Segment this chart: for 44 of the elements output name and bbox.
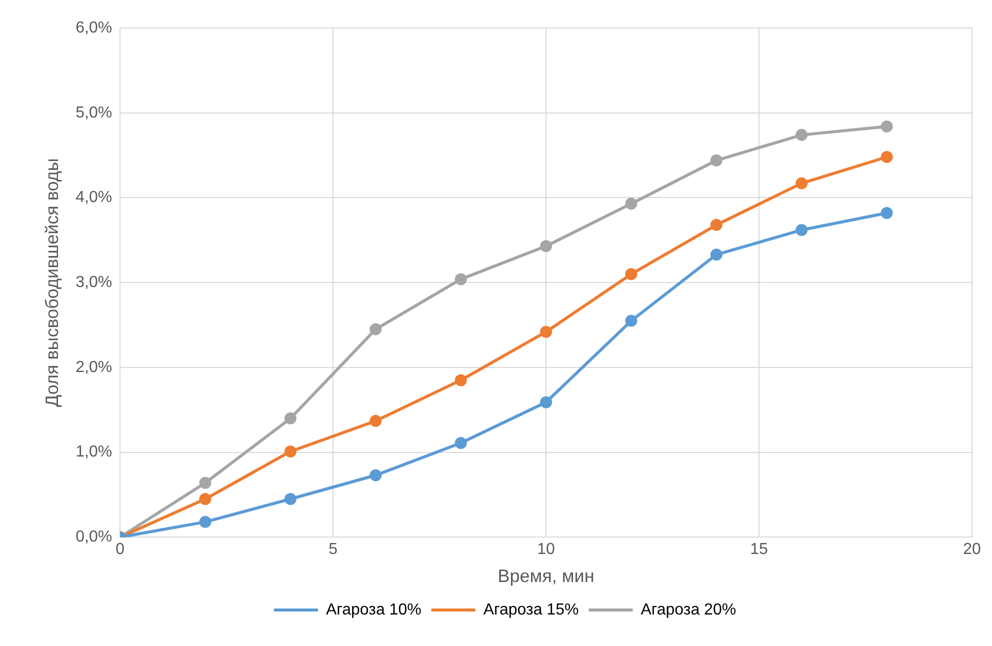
x-tick-label: 10 [537, 541, 556, 558]
y-tick-label: 1,0% [76, 444, 112, 461]
point [370, 323, 382, 336]
point [199, 516, 212, 528]
point [284, 445, 296, 458]
y-tick-label: 5,0% [76, 104, 112, 122]
point [540, 240, 552, 252]
point [199, 493, 212, 506]
y-tick-label: 4,0% [76, 189, 112, 206]
point [454, 273, 467, 286]
point [796, 177, 808, 190]
x-tick-label: 5 [328, 541, 338, 558]
point [284, 412, 296, 424]
point [454, 374, 467, 386]
point [540, 326, 552, 338]
y-tick-label: 6,0% [76, 19, 112, 36]
legend-label: Агароза 15% [483, 601, 579, 618]
x-tick-label: 20 [963, 541, 981, 558]
y-axis-title: Доля высвободившейся воды [42, 158, 62, 408]
x-axis-title: Время, мин [498, 566, 594, 586]
point [625, 268, 638, 280]
point [199, 476, 212, 489]
point [625, 314, 638, 327]
point [710, 248, 722, 261]
point [796, 224, 808, 236]
point [796, 128, 808, 141]
point [540, 396, 552, 408]
point [710, 154, 722, 166]
y-tick-label: 2,0% [76, 358, 112, 376]
legend-label: Агароза 10% [326, 601, 422, 618]
point [454, 437, 467, 449]
legend-label: Агароза 20% [640, 601, 736, 618]
x-tick-label: 15 [750, 541, 768, 558]
point [880, 207, 893, 220]
point [880, 120, 893, 132]
point [625, 198, 638, 210]
point [370, 469, 382, 482]
y-tick-label: 0,0% [76, 528, 112, 546]
point [710, 218, 722, 231]
point [880, 151, 893, 163]
y-tick-label: 3,0% [76, 274, 112, 292]
point [284, 493, 296, 506]
x-tick-label: 0 [116, 541, 125, 558]
point [370, 414, 382, 427]
